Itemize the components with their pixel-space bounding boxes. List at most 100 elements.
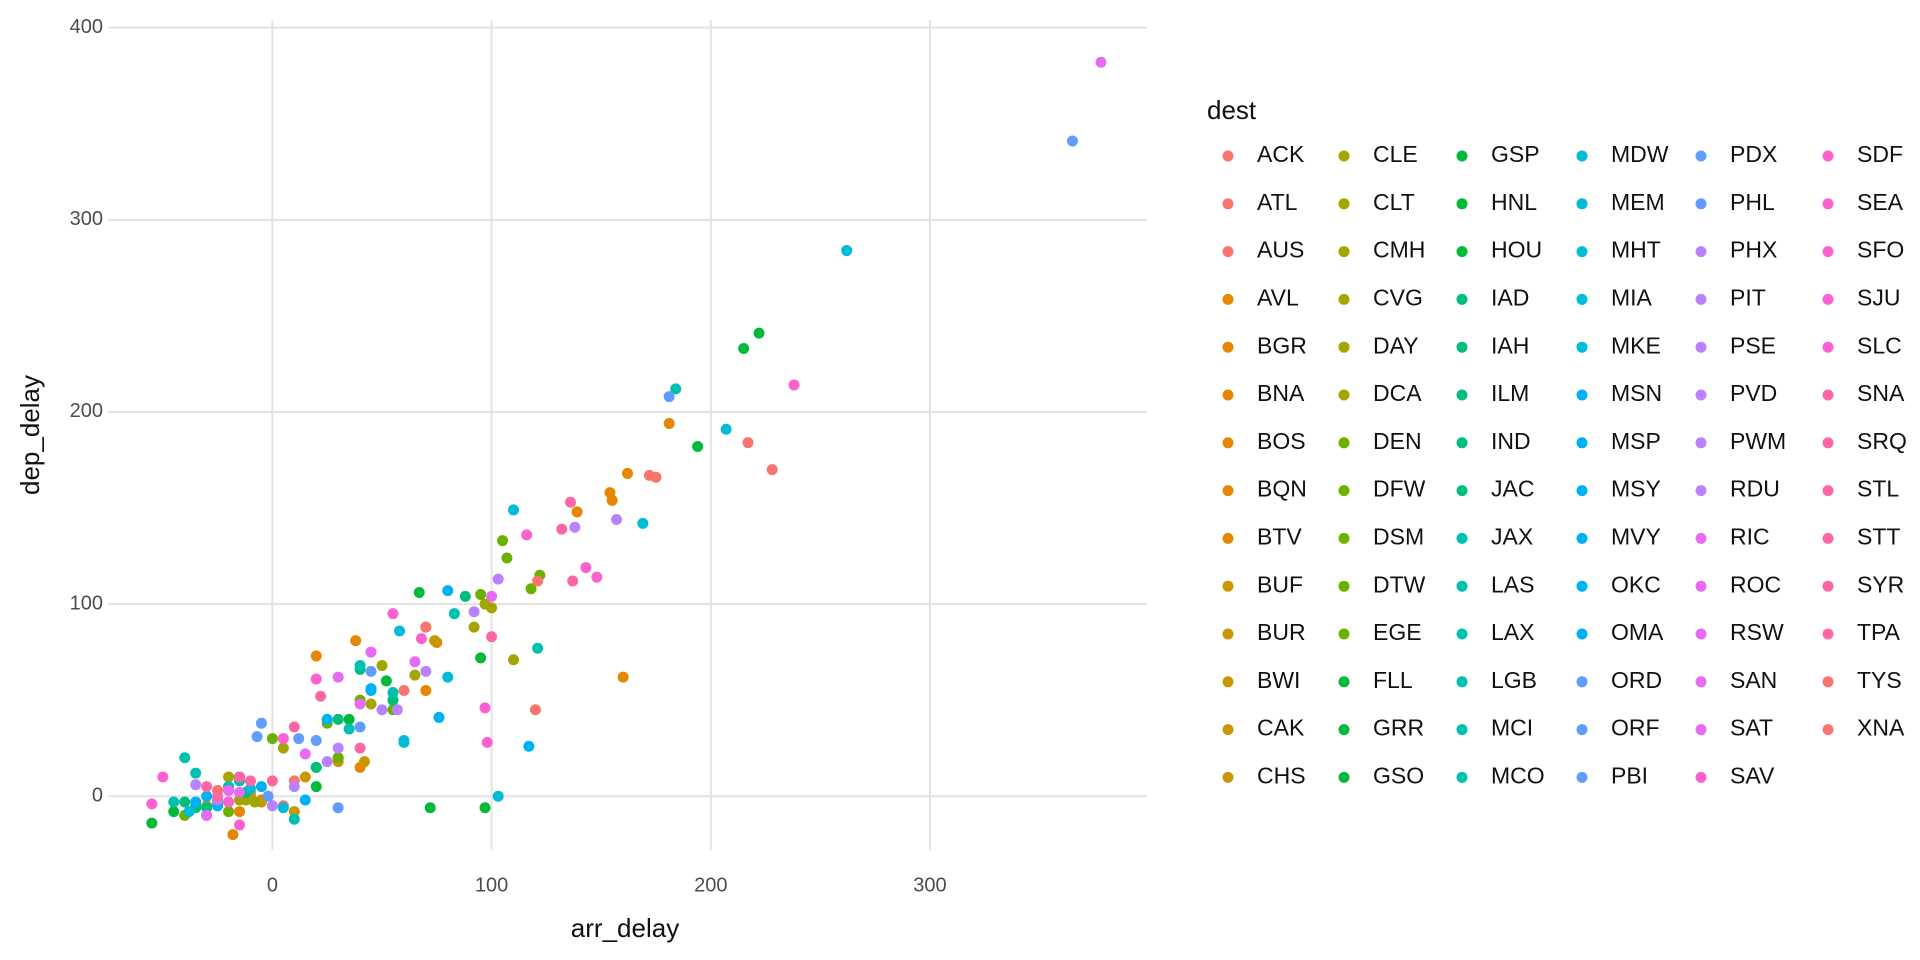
point <box>387 686 399 698</box>
legend-swatch <box>1576 389 1588 401</box>
point <box>481 736 493 748</box>
legend-swatch <box>1695 676 1707 688</box>
point <box>321 713 333 725</box>
point <box>234 819 246 831</box>
legend-swatch <box>1576 437 1588 449</box>
y-tick-label: 300 <box>70 208 103 230</box>
legend-label: TPA <box>1857 619 1901 645</box>
legend-swatch <box>1338 150 1350 162</box>
legend-swatch <box>1222 246 1234 258</box>
legend-label: ILM <box>1491 380 1529 406</box>
point <box>277 742 289 754</box>
point <box>766 464 778 476</box>
legend-swatch <box>1695 628 1707 640</box>
legend-label: SAV <box>1730 762 1775 788</box>
point <box>266 800 278 812</box>
point <box>442 671 454 683</box>
point <box>223 806 235 818</box>
point <box>380 675 392 687</box>
point <box>492 573 504 585</box>
point <box>262 790 274 802</box>
point <box>354 742 366 754</box>
point <box>183 806 195 818</box>
point <box>580 562 592 574</box>
point <box>663 391 675 403</box>
legend-swatch <box>1338 580 1350 592</box>
point <box>190 796 202 808</box>
legend-label: CHS <box>1257 762 1306 788</box>
point <box>492 790 504 802</box>
point <box>201 809 213 821</box>
legend-swatch <box>1338 198 1350 210</box>
legend-swatch <box>1695 341 1707 353</box>
legend-label: PBI <box>1611 762 1648 788</box>
point <box>343 723 355 735</box>
legend-swatch <box>1822 198 1834 210</box>
point <box>387 694 399 706</box>
legend-swatch <box>1338 293 1350 305</box>
legend-swatch <box>1456 724 1468 736</box>
legend-label: BQN <box>1257 476 1307 502</box>
point <box>266 775 278 787</box>
legend-swatch <box>1338 724 1350 736</box>
legend-swatch <box>1822 389 1834 401</box>
point <box>365 698 377 710</box>
point <box>168 806 180 818</box>
point <box>841 245 853 257</box>
legend-swatch <box>1338 246 1350 258</box>
point <box>420 621 432 633</box>
legend-label: LAS <box>1491 571 1534 597</box>
point <box>571 506 583 518</box>
point <box>611 514 623 526</box>
point <box>523 740 535 752</box>
point <box>501 552 513 564</box>
legend-swatch <box>1222 724 1234 736</box>
legend-swatch <box>1338 771 1350 783</box>
point <box>532 575 544 587</box>
legend-label: PHX <box>1730 237 1777 263</box>
point <box>201 802 213 814</box>
point <box>556 523 568 535</box>
legend-swatch <box>1456 628 1468 640</box>
legend-label: STL <box>1857 476 1899 502</box>
point <box>299 794 311 806</box>
legend-label: PDX <box>1730 141 1777 167</box>
point <box>343 713 355 725</box>
legend-swatch <box>1456 676 1468 688</box>
point <box>720 423 732 435</box>
legend-label: BWI <box>1257 667 1300 693</box>
point <box>468 621 480 633</box>
point <box>742 437 754 449</box>
point <box>190 767 202 779</box>
legend-label: ACK <box>1257 141 1305 167</box>
legend-swatch <box>1576 150 1588 162</box>
legend-swatch <box>1456 150 1468 162</box>
legend-label: MHT <box>1611 237 1661 263</box>
legend-swatch <box>1222 676 1234 688</box>
point <box>637 517 649 529</box>
point <box>606 494 618 506</box>
legend-label: MVY <box>1611 523 1661 549</box>
point <box>310 781 322 793</box>
y-tick-label: 400 <box>70 16 103 38</box>
point <box>277 733 289 745</box>
point <box>249 796 261 808</box>
point <box>299 771 311 783</box>
point <box>525 583 537 595</box>
point <box>234 806 246 818</box>
legend-label: ORF <box>1611 715 1660 741</box>
point <box>223 771 235 783</box>
point <box>391 704 403 716</box>
point <box>486 590 498 602</box>
point <box>321 756 333 768</box>
point <box>475 588 487 600</box>
legend-label: CMH <box>1373 237 1425 263</box>
point <box>433 711 445 723</box>
legend-swatch <box>1822 485 1834 497</box>
legend-label: CAK <box>1257 715 1305 741</box>
legend-swatch <box>1456 341 1468 353</box>
legend-label: CVG <box>1373 284 1423 310</box>
x-tick-label: 300 <box>913 874 946 896</box>
legend-label: MSN <box>1611 380 1662 406</box>
point <box>190 779 202 791</box>
